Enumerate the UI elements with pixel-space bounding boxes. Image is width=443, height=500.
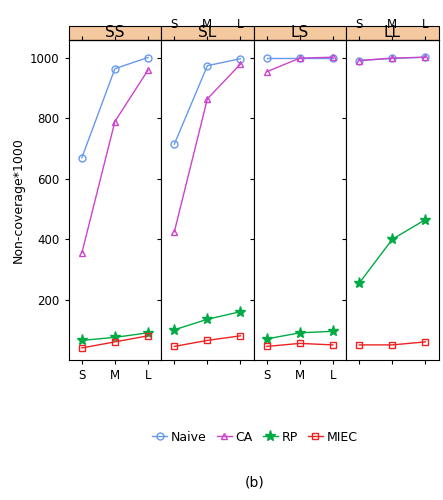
FancyBboxPatch shape (346, 26, 439, 40)
Y-axis label: Non-coverage*1000: Non-coverage*1000 (12, 137, 24, 263)
Text: (b): (b) (245, 476, 264, 490)
Legend: Naive, CA, RP, MIEC: Naive, CA, RP, MIEC (147, 426, 362, 449)
FancyBboxPatch shape (253, 26, 346, 40)
Text: SS: SS (105, 26, 124, 40)
Text: LL: LL (384, 26, 401, 40)
Text: SL: SL (198, 26, 217, 40)
FancyBboxPatch shape (69, 26, 161, 40)
FancyBboxPatch shape (161, 26, 253, 40)
Text: LS: LS (291, 26, 309, 40)
